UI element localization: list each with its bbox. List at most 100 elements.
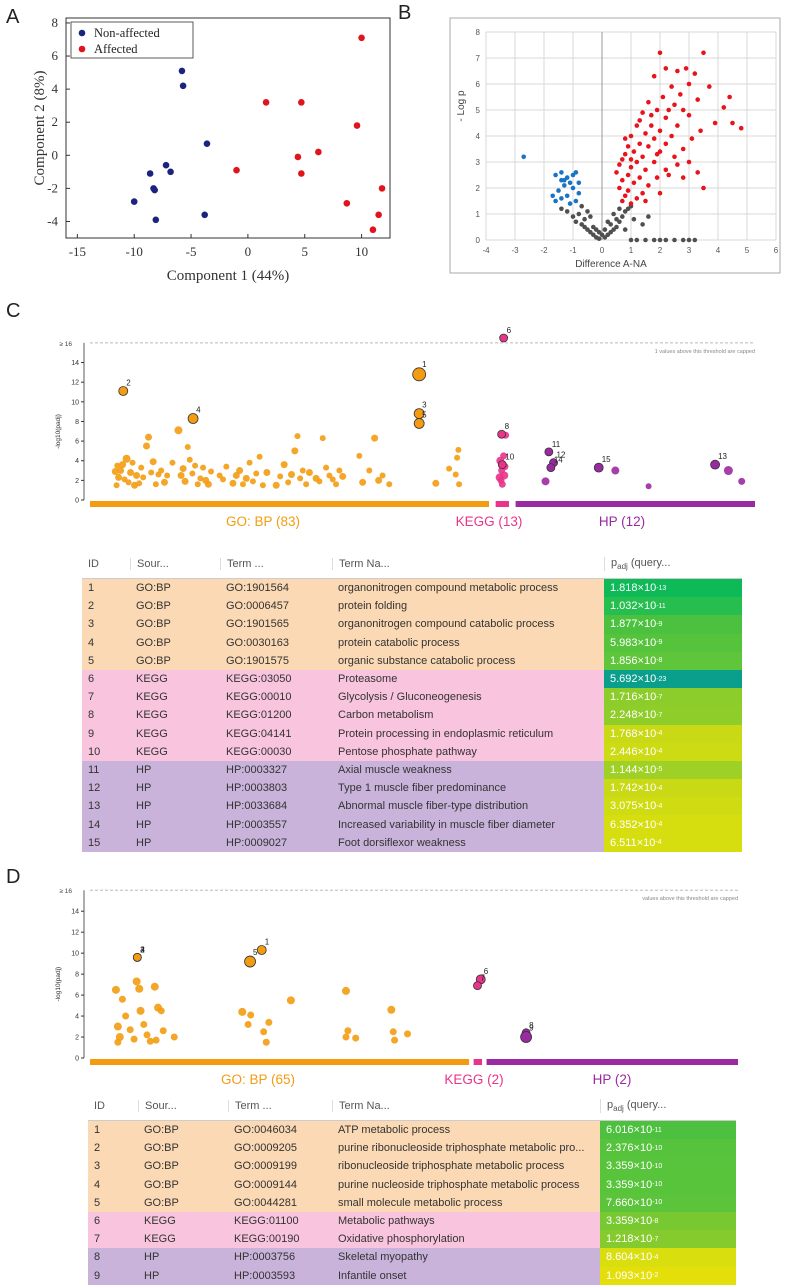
table-row[interactable]: 7 KEGG KEGG:00010 Glycolysis / Gluconeogene… [82, 688, 742, 707]
table-cell: 12 [82, 779, 130, 798]
table-row[interactable]: 2 GO:BP GO:0009205 purine ribonucleoside tr… [88, 1139, 736, 1158]
highlighted-point [412, 367, 427, 382]
source-bar [495, 501, 509, 507]
table-row[interactable]: 2 GO:BP GO:0006457 protein folding 1.032×10-… [82, 597, 742, 616]
data-point [727, 94, 732, 100]
column-header[interactable]: Sour... [138, 1100, 228, 1112]
data-point [559, 196, 564, 201]
x-tick-label: -10 [126, 244, 143, 259]
data-point [113, 1022, 122, 1031]
y-tick-label: 4 [75, 458, 79, 465]
data-point [454, 454, 461, 461]
data-point [634, 237, 640, 243]
data-point [341, 986, 350, 995]
table-row[interactable]: 4 GO:BP GO:0009144 purine nucleoside tripho… [88, 1175, 736, 1194]
y-tick-label: -2 [47, 180, 58, 195]
data-point [339, 472, 347, 480]
data-point [126, 1026, 134, 1034]
column-header[interactable]: padj (query... [600, 1098, 736, 1114]
column-header[interactable]: Term ... [220, 558, 332, 570]
table-row[interactable]: 1 GO:BP GO:0046034 ATP metabolic process 6.0… [88, 1121, 736, 1140]
table-row[interactable]: 6 KEGG KEGG:03050 Proteasome 5.692×10 -23 [82, 669, 742, 689]
table-cell: Type 1 muscle fiber predominance [332, 779, 604, 798]
table-row[interactable]: 7 KEGG KEGG:00190 Oxidative phosphorylation… [88, 1230, 736, 1249]
data-point [663, 237, 669, 243]
table-row[interactable]: 13 HP HP:0033684 Abnormal muscle fiber-type… [82, 797, 742, 816]
point-label: 14 [554, 456, 563, 465]
source-label: KEGG (13) [456, 514, 523, 529]
table-row[interactable]: 6 KEGG KEGG:01100 Metabolic pathways 3.359×1… [88, 1211, 736, 1231]
column-header[interactable]: Term Na... [332, 558, 604, 570]
data-point [701, 185, 706, 191]
table-row[interactable]: 4 GO:BP GO:0030163 protein catabolic proces… [82, 633, 742, 652]
data-point [353, 122, 361, 129]
table-row[interactable]: 3 GO:BP GO:0009199 ribonucleoside triphosph… [88, 1157, 736, 1176]
data-point [358, 34, 365, 42]
data-point [683, 66, 689, 71]
data-point [631, 216, 637, 222]
y-tick-label: 4 [476, 132, 481, 141]
data-point [570, 214, 576, 219]
padj-cell: 8.604×10 -4 [600, 1248, 736, 1267]
x-tick-label: 1 [629, 246, 634, 255]
padj-cell: 6.511×10 -4 [604, 833, 742, 852]
data-point [617, 162, 622, 167]
point-label: 8 [529, 1021, 534, 1030]
padj-cell: 2.248×10 -7 [604, 706, 742, 725]
column-header[interactable]: Sour... [130, 558, 220, 570]
x-tick-label: -4 [482, 246, 490, 255]
y-tick-label: 2 [476, 184, 481, 193]
data-point [622, 193, 628, 199]
data-point [576, 180, 582, 186]
table-row[interactable]: 9 KEGG KEGG:04141 Protein processing in end… [82, 724, 742, 743]
data-point [111, 985, 120, 994]
data-point [611, 466, 620, 475]
table-cell: GO:0009199 [228, 1157, 332, 1176]
table-row[interactable]: 1 GO:BP GO:1901564 organonitrogen compound … [82, 579, 742, 598]
column-header[interactable]: ID [88, 558, 99, 570]
table-row[interactable]: 9 HP HP:0003593 Infantile onset 1.093×10 -2 [88, 1266, 736, 1285]
data-point [244, 1020, 252, 1028]
data-point [614, 170, 619, 175]
source-label: GO: BP (83) [226, 514, 300, 529]
data-point [117, 467, 125, 475]
table-cell: 4 [88, 1175, 138, 1194]
column-header[interactable]: padj (query... [604, 556, 742, 572]
data-point [127, 469, 135, 477]
highlighted-point [187, 413, 199, 424]
table-row[interactable]: 12 HP HP:0003803 Type 1 muscle fiber predom… [82, 779, 742, 798]
table-cell: HP [138, 1266, 228, 1285]
table-row[interactable]: 5 GO:BP GO:0044281 small molecule metabolic… [88, 1193, 736, 1212]
table-cell: GO:BP [130, 651, 220, 670]
data-point [404, 1030, 412, 1038]
data-point [356, 452, 363, 459]
padj-cell: 1.877×10 -9 [604, 615, 742, 634]
column-header[interactable]: Term ... [228, 1100, 332, 1112]
data-point [680, 175, 686, 180]
panel-letter-a: A [6, 6, 20, 28]
table-cell: HP [130, 797, 220, 816]
data-point [194, 481, 201, 488]
table-row[interactable]: 5 GO:BP GO:1901575 organic substance catabo… [82, 651, 742, 670]
table-row[interactable]: 3 GO:BP GO:1901565 organonitrogen compound … [82, 615, 742, 634]
data-point [344, 1027, 352, 1035]
data-point [299, 467, 306, 474]
table-cell: GO:BP [138, 1139, 228, 1158]
table-row[interactable]: 8 HP HP:0003756 Skeletal myopathy 8.604×10 -4 [88, 1248, 736, 1267]
table-row[interactable]: 15 HP HP:0009027 Foot dorsiflexor weakness 6… [82, 833, 742, 852]
table-row[interactable]: 14 HP HP:0003557 Increased variability in m… [82, 815, 742, 834]
results-table-c: ID Sour... Term ... Term Na... padj (query..… [82, 550, 742, 852]
data-point [643, 131, 648, 136]
column-header[interactable]: Term Na... [332, 1100, 600, 1112]
data-point [553, 198, 558, 204]
table-cell: KEGG:00190 [228, 1230, 332, 1249]
data-point [432, 479, 440, 487]
y-tick-label: 5 [476, 106, 481, 115]
table-row[interactable]: 10 KEGG KEGG:00030 Pentose phosphate pathwa… [82, 742, 742, 761]
column-header[interactable]: ID [94, 1100, 105, 1112]
data-point [634, 159, 640, 165]
table-row[interactable]: 8 KEGG KEGG:01200 Carbon metabolism 2.248×10… [82, 706, 742, 725]
table-row[interactable]: 11 HP HP:0003327 Axial muscle weakness 1.144… [82, 760, 742, 780]
data-point [132, 977, 141, 986]
data-point [628, 201, 634, 206]
